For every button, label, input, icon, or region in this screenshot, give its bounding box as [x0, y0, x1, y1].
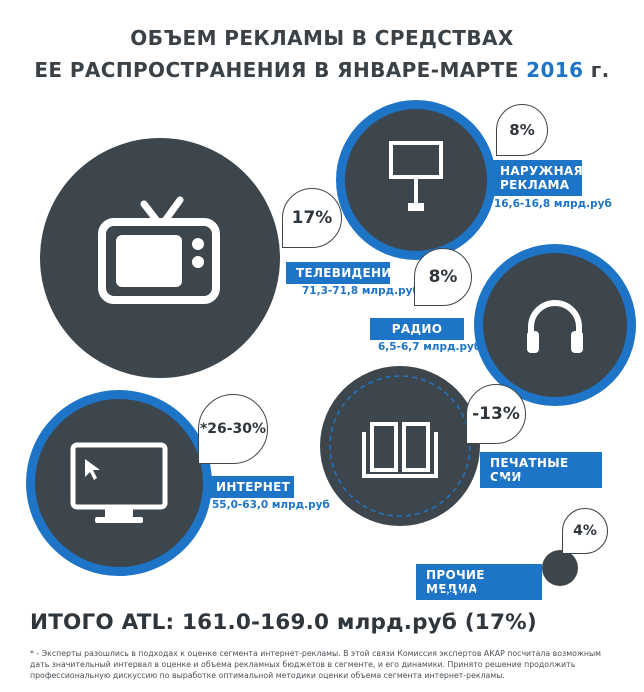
- print-circle: [320, 366, 480, 526]
- internet-percent-bubble: *26-30%: [198, 394, 268, 464]
- print-percent: -13%: [472, 404, 520, 424]
- title-year: 2016: [526, 58, 584, 82]
- tv-circle: [40, 138, 280, 378]
- title-line-2: ЕЕ РАСПРОСТРАНЕНИЯ В ЯНВАРЕ-МАРТЕ 2016 г…: [0, 58, 644, 82]
- tv-range: 71,3-71,8 млрд.руб: [302, 285, 420, 297]
- other-label: ПРОЧИЕ МЕДИА: [416, 564, 542, 600]
- print-range: 9,7-9,9 млрд.руб: [496, 475, 600, 487]
- title-line-1: ОБЪЕМ РЕКЛАМЫ В СРЕДСТВАХ: [130, 26, 514, 50]
- other-circle: [542, 550, 578, 586]
- internet-percent: *26-30%: [199, 421, 267, 437]
- radio-percent-bubble: 8%: [414, 248, 472, 306]
- billboard-icon: [389, 141, 443, 211]
- title-suffix: г.: [583, 58, 610, 82]
- monitor-icon: [70, 442, 168, 523]
- tv-percent-bubble: 17%: [282, 188, 342, 248]
- outdoor-percent: 8%: [509, 121, 535, 139]
- radio-circle: [474, 244, 636, 406]
- headphones-icon: [527, 300, 583, 353]
- outdoor-percent-bubble: 8%: [496, 104, 548, 156]
- tv-icon: [98, 196, 220, 304]
- internet-label: ИНТЕРНЕТ: [206, 476, 294, 498]
- other-percent: 4%: [573, 523, 597, 539]
- radio-percent: 8%: [428, 267, 458, 287]
- outdoor-label-line2: РЕКЛАМА: [500, 178, 570, 192]
- print-label: ПЕЧАТНЫЕ СМИ: [480, 452, 602, 488]
- tv-percent: 17%: [291, 208, 333, 228]
- internet-circle: [26, 390, 212, 576]
- tv-label: ТЕЛЕВИДЕНИЕ: [286, 262, 400, 284]
- other-percent-bubble: 4%: [562, 508, 608, 554]
- radio-range: 6,5-6,7 млрд.руб: [378, 341, 482, 353]
- print-percent-bubble: -13%: [466, 384, 526, 444]
- title-line-2-text: ЕЕ РАСПРОСТРАНЕНИЯ В ЯНВАРЕ-МАРТЕ: [34, 58, 527, 82]
- outdoor-range: 16,6-16,8 млрд.руб: [494, 198, 612, 210]
- outdoor-circle: [336, 100, 496, 260]
- radio-label: РАДИО: [370, 318, 464, 340]
- other-range: 1,82 млрд.руб: [436, 588, 524, 600]
- footnote: * - Эксперты разошлись в подходах к оцен…: [30, 649, 601, 680]
- outdoor-label: НАРУЖНАЯ РЕКЛАМА: [490, 160, 584, 196]
- book-icon: [329, 375, 471, 517]
- outdoor-label-line1: НАРУЖНАЯ: [500, 164, 584, 178]
- total-line: ИТОГО ATL: 161.0-169.0 млрд.руб (17%): [30, 610, 537, 635]
- internet-range: 55,0-63,0 млрд.руб: [212, 499, 330, 511]
